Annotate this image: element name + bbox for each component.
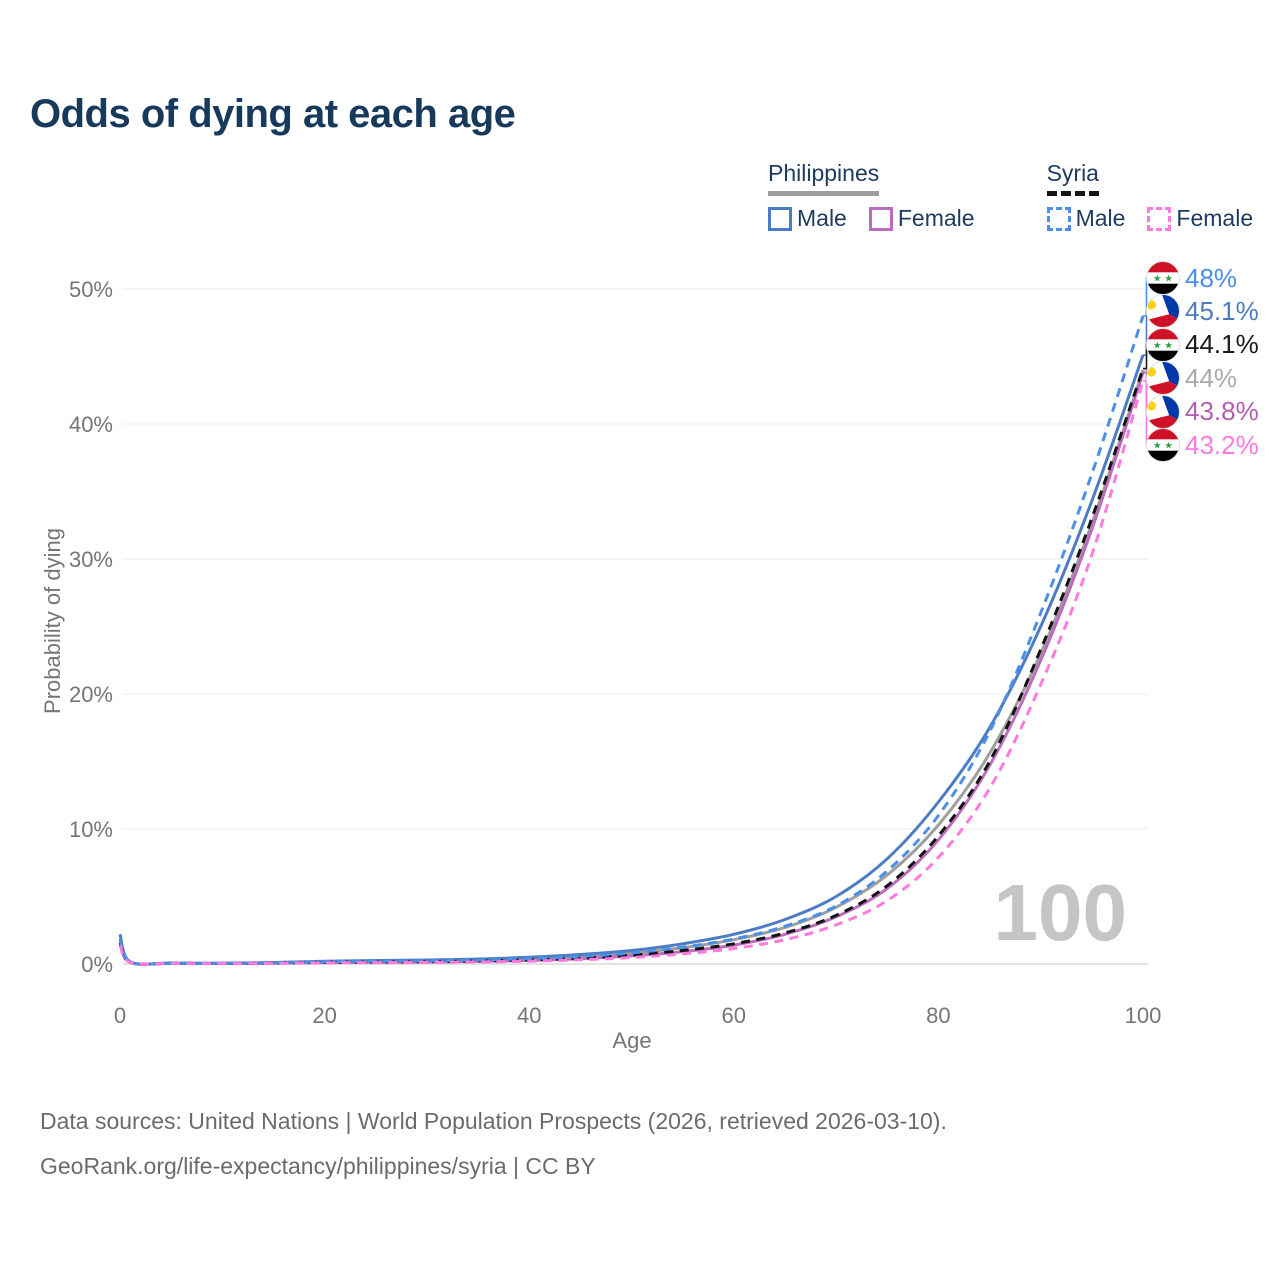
syria-flag-icon <box>1146 428 1180 462</box>
end-label-row: 43.2% <box>1146 428 1259 462</box>
end-label-row: 44.1% <box>1146 328 1259 362</box>
philippines-male-swatch-icon <box>768 206 792 231</box>
end-label-row: 44% <box>1146 361 1237 395</box>
legend-item-philippines-female[interactable]: Female <box>868 205 975 232</box>
end-label-value: 48% <box>1185 262 1238 293</box>
y-axis-title: Probability of dying <box>40 528 65 714</box>
series-line-syria-female <box>118 380 1145 966</box>
x-tick-label: 100 <box>1125 1003 1162 1028</box>
y-tick-label: 20% <box>69 682 113 707</box>
series-line-syria-total <box>118 368 1145 966</box>
legend-group-syria: Syria Male Female <box>1046 160 1253 232</box>
end-label-value: 44% <box>1185 362 1238 393</box>
end-label-value: 43.2% <box>1185 429 1259 460</box>
y-tick-label: 0% <box>81 952 113 977</box>
legend: Philippines Male Female Syria Male <box>768 160 1253 232</box>
x-tick-label: 0 <box>114 1003 126 1028</box>
legend-group-title-syria: Syria <box>1046 160 1099 196</box>
legend-group-philippines: Philippines Male Female <box>768 160 975 232</box>
legend-item-label: Male <box>797 205 847 231</box>
end-label-row: 43.8% <box>1146 395 1259 429</box>
syria-flag-icon <box>1146 261 1180 295</box>
footer: Data sources: United Nations | World Pop… <box>40 1108 947 1198</box>
page-title: Odds of dying at each age <box>30 92 516 136</box>
philippines-flag-icon <box>1146 395 1180 429</box>
x-tick-label: 60 <box>722 1003 746 1028</box>
series-line-philippines-total <box>118 369 1145 966</box>
age-watermark: 100 <box>993 868 1127 957</box>
end-label-row: 45.1% <box>1146 294 1259 328</box>
end-label-value: 43.8% <box>1185 396 1259 427</box>
legend-item-label: Female <box>1176 205 1254 231</box>
legend-group-title-philippines: Philippines <box>768 160 880 196</box>
attribution-line: GeoRank.org/life-expectancy/philippines/… <box>40 1153 596 1179</box>
legend-item-syria-female[interactable]: Female <box>1147 205 1253 232</box>
y-tick-label: 10% <box>69 817 113 842</box>
series-line-philippines-male <box>118 354 1145 966</box>
x-tick-label: 40 <box>517 1003 541 1028</box>
series-line-syria-male <box>118 315 1145 966</box>
x-tick-label: 20 <box>312 1003 336 1028</box>
x-tick-label: 80 <box>926 1003 950 1028</box>
x-axis-title: Age <box>612 1028 652 1053</box>
syria-flag-icon <box>1146 328 1180 362</box>
syria-female-swatch-icon <box>1147 206 1172 231</box>
legend-item-philippines-male[interactable]: Male <box>768 205 847 232</box>
syria-male-swatch-icon <box>1046 206 1071 231</box>
philippines-flag-icon <box>1146 361 1180 395</box>
philippines-female-swatch-icon <box>868 206 893 231</box>
series-line-philippines-female <box>118 372 1145 966</box>
legend-item-label: Female <box>897 205 975 231</box>
y-tick-label: 40% <box>69 412 113 437</box>
philippines-flag-icon <box>1146 294 1180 328</box>
end-label-value: 44.1% <box>1185 329 1259 360</box>
legend-item-syria-male[interactable]: Male <box>1046 205 1126 232</box>
end-label-value: 45.1% <box>1185 295 1259 326</box>
legend-item-label: Male <box>1075 205 1126 231</box>
end-label-row: 48% <box>1146 261 1237 295</box>
y-tick-label: 30% <box>69 547 113 572</box>
y-tick-label: 50% <box>69 277 113 302</box>
data-sources-line: Data sources: United Nations | World Pop… <box>40 1108 947 1134</box>
